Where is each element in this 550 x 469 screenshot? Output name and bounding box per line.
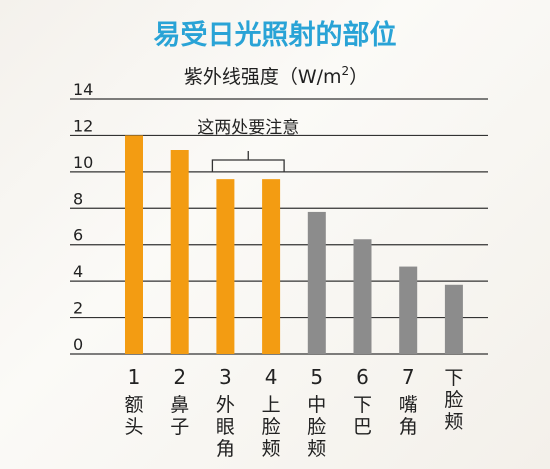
category-number: 3 [219, 365, 232, 389]
category-name: 中脸颊 [307, 394, 326, 460]
category-number: 4 [265, 365, 278, 389]
bar-2 [170, 150, 189, 354]
y-tick-label: 8 [73, 189, 83, 208]
annotation-text: 这两处要注意 [197, 118, 299, 138]
bar-7 [399, 266, 418, 354]
bar-4 [262, 179, 281, 354]
bars [125, 135, 463, 354]
category-number: 6 [356, 365, 369, 389]
y-tick-label: 12 [73, 116, 93, 135]
category-name: 外眼角 [216, 394, 235, 460]
category-number: 7 [402, 365, 415, 389]
chart-title: 易受日光照射的部位 [154, 19, 397, 51]
bar-1 [125, 135, 143, 354]
category-name: 鼻子 [170, 394, 189, 438]
category-number: 1 [128, 365, 141, 389]
category-number: 5 [310, 365, 323, 389]
y-tick-label: 10 [73, 153, 93, 172]
bar-3 [216, 179, 235, 354]
bar-6 [353, 239, 372, 354]
category-name: 下脸颊 [444, 367, 463, 433]
bar-8 [444, 284, 463, 354]
annotation-bracket [211, 151, 285, 172]
category-name: 额头 [124, 394, 143, 438]
y-tick-label: 2 [73, 299, 83, 318]
bar-5 [307, 211, 326, 354]
y-tick-label: 0 [73, 335, 83, 354]
y-tick-label: 4 [73, 262, 83, 281]
unit-label-superscript: 2 [342, 64, 350, 78]
category-labels: 1 额头 2 鼻子 3 外眼角 4 上脸颊 5 中脸颊 6 下巴 7 嘴角 下脸颊 [124, 365, 463, 460]
category-name: 嘴角 [399, 394, 418, 438]
y-axis-unit-label: 紫外线强度（W/m2） [184, 64, 368, 88]
annotation: 这两处要注意 [197, 118, 299, 172]
category-name: 上脸颊 [262, 394, 281, 460]
category-number: 2 [173, 365, 186, 389]
unit-label-main: 紫外线强度（W/m [184, 66, 342, 88]
category-name: 下巴 [353, 394, 372, 438]
unit-label-close: ） [349, 66, 368, 88]
y-tick-label: 14 [73, 80, 93, 99]
y-tick-label: 6 [73, 226, 83, 245]
